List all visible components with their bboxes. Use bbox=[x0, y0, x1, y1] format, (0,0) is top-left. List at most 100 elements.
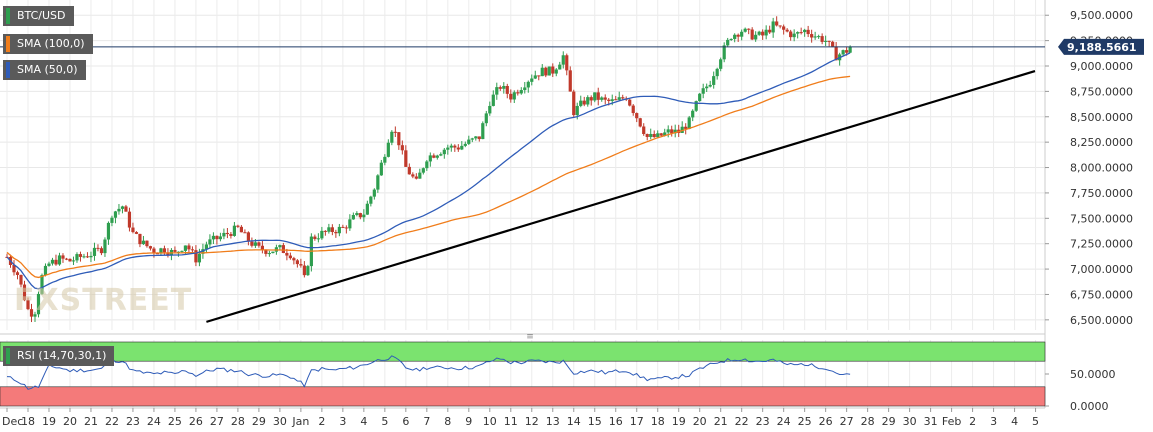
price-tick-label: 9,000.0000 bbox=[1070, 60, 1133, 73]
date-tick-label: 8 bbox=[444, 415, 451, 428]
candle-body bbox=[89, 255, 93, 258]
candle-body bbox=[152, 248, 156, 254]
candle-body bbox=[519, 90, 523, 94]
candle-body bbox=[264, 250, 268, 254]
candle-body bbox=[225, 232, 230, 235]
candle-body bbox=[736, 34, 740, 37]
candle-body bbox=[533, 75, 537, 79]
candle-body bbox=[386, 142, 390, 157]
price-tick-label: 6,750.0000 bbox=[1070, 288, 1133, 301]
candle-body bbox=[313, 236, 317, 239]
candle-body bbox=[134, 232, 139, 234]
candle-body bbox=[593, 92, 597, 101]
candle-body bbox=[243, 232, 247, 234]
candle-body bbox=[334, 231, 338, 234]
candle-body bbox=[554, 69, 558, 74]
legend-sma50[interactable]: SMA (50,0) bbox=[3, 60, 86, 80]
date-tick-label: Feb bbox=[942, 415, 961, 428]
candle-body bbox=[600, 97, 604, 100]
legend-symbol[interactable]: BTC/USD bbox=[3, 6, 74, 26]
legend-rsi[interactable]: RSI (14,70,30,1) bbox=[3, 346, 115, 366]
price-tick-label: 7,500.0000 bbox=[1070, 212, 1133, 225]
price-tick-label: 7,750.0000 bbox=[1070, 187, 1133, 200]
last-price-label: 9,188.5661 bbox=[1067, 41, 1137, 54]
candle-body bbox=[446, 147, 450, 150]
candle-body bbox=[138, 233, 142, 245]
candle-body bbox=[26, 300, 30, 310]
candle-body bbox=[813, 36, 817, 38]
candle-body bbox=[638, 118, 642, 127]
candle-body bbox=[397, 132, 401, 146]
candle-body bbox=[715, 68, 719, 77]
candle-body bbox=[75, 254, 79, 261]
candle-body bbox=[589, 97, 593, 101]
candle-body bbox=[78, 254, 83, 257]
candle-body bbox=[799, 32, 803, 34]
date-tick-label: 12 bbox=[525, 415, 539, 428]
candle-body bbox=[750, 29, 754, 40]
legend-sma100[interactable]: SMA (100,0) bbox=[3, 34, 93, 54]
candle-body bbox=[572, 91, 576, 116]
candle-body bbox=[778, 25, 782, 27]
candle-body bbox=[698, 93, 702, 102]
candle-body bbox=[712, 76, 716, 85]
candle-body bbox=[764, 29, 768, 36]
candle-body bbox=[246, 232, 250, 242]
candle-body bbox=[666, 129, 670, 133]
date-tick-label: 4 bbox=[1011, 415, 1018, 428]
candle-body bbox=[582, 100, 586, 105]
candle-body bbox=[575, 105, 579, 116]
candle-body bbox=[292, 258, 296, 261]
candle-body bbox=[743, 28, 747, 32]
candle-body bbox=[659, 133, 663, 136]
candle-body bbox=[33, 314, 37, 317]
candle-body bbox=[215, 235, 219, 240]
price-tick-label: 9,500.0000 bbox=[1070, 9, 1133, 22]
candle-body bbox=[628, 99, 632, 106]
candle-body bbox=[607, 99, 611, 101]
date-tick-label: 27 bbox=[210, 415, 224, 428]
candle-body bbox=[365, 203, 369, 215]
candle-body bbox=[460, 145, 464, 150]
candle-body bbox=[425, 161, 429, 169]
candle-body bbox=[106, 222, 111, 240]
candle-body bbox=[327, 227, 331, 232]
candle-body bbox=[453, 145, 457, 148]
candle-body bbox=[358, 213, 362, 218]
candle-body bbox=[561, 55, 565, 65]
candle-body bbox=[516, 92, 520, 94]
sma50-path bbox=[6, 52, 851, 290]
date-tick-label: 6 bbox=[402, 415, 409, 428]
candle-body bbox=[99, 248, 104, 254]
candle-body bbox=[306, 266, 310, 276]
candle-body bbox=[236, 225, 240, 227]
candle-body bbox=[631, 105, 635, 114]
candle-body bbox=[239, 226, 243, 233]
candle-body bbox=[323, 230, 327, 232]
candle-body bbox=[211, 235, 216, 240]
candle-body bbox=[369, 196, 373, 204]
legend-sma50-label: SMA (50,0) bbox=[17, 63, 78, 76]
candle-body bbox=[355, 213, 359, 215]
candle-body bbox=[96, 247, 100, 249]
price-tick-label: 8,750.0000 bbox=[1070, 85, 1133, 98]
date-tick-label: 23 bbox=[126, 415, 140, 428]
candle-body bbox=[708, 84, 712, 87]
candle-body bbox=[656, 133, 660, 138]
candle-body bbox=[761, 31, 765, 36]
candle-body bbox=[22, 284, 27, 301]
candle-body bbox=[834, 46, 838, 61]
candle-body bbox=[344, 227, 348, 229]
candle-body bbox=[19, 274, 23, 285]
date-tick-label: 29 bbox=[882, 415, 896, 428]
candle-body bbox=[719, 59, 723, 69]
candle-body bbox=[488, 105, 492, 114]
candle-body bbox=[726, 39, 730, 46]
candle-body bbox=[614, 99, 618, 101]
candle-body bbox=[635, 113, 639, 119]
candle-body bbox=[61, 255, 65, 259]
candle-body bbox=[684, 126, 688, 129]
candle-body bbox=[694, 101, 698, 111]
date-tick-label: 3 bbox=[339, 415, 346, 428]
